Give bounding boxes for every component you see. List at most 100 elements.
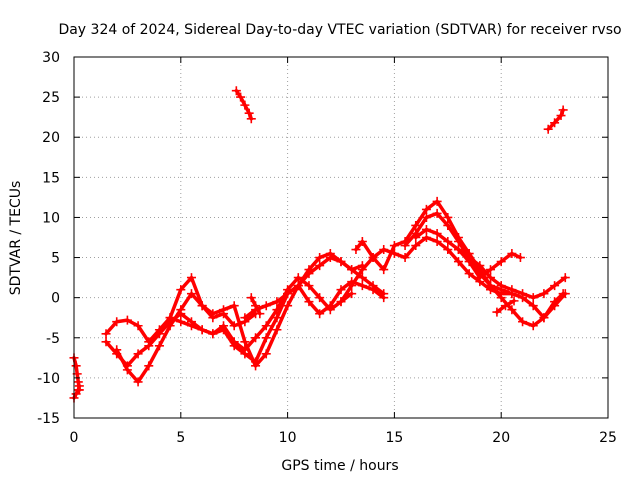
x-tick-label: 10 [279,430,297,446]
data-point [219,305,229,315]
data-point [400,253,410,263]
data-point [186,317,196,327]
data-point [71,361,81,371]
data-point [112,317,122,327]
axes: 0 5 10 15 20 25 -15 -10 -5 0 5 10 15 20 25 30 [37,50,617,446]
data-point [186,273,196,283]
data-point [261,321,271,331]
data-point [240,349,250,359]
data-point [255,309,265,319]
data-point [229,341,239,351]
y-tick-label: 0 [51,291,60,307]
data-point [325,253,335,263]
data-point [197,325,207,335]
data-point [112,345,122,355]
x-tick-label: 20 [492,430,510,446]
data-point [272,325,282,335]
data-point [411,220,421,230]
data-point [556,111,566,121]
data-point [496,293,506,303]
data-point [240,313,250,323]
data-point [443,237,453,247]
data-point [229,301,239,311]
data-point [336,297,346,307]
data-point [443,220,453,230]
data-point [453,245,463,255]
data-point [293,281,303,291]
series-track-9 [240,253,389,323]
data-point [304,297,314,307]
data-point [475,261,485,271]
data-point [550,118,560,128]
data-point [283,289,293,299]
data-point [336,257,346,267]
data-point [421,224,431,234]
data-point [357,265,367,275]
data-point [347,265,357,275]
data-point [486,281,496,291]
data-point [197,301,207,311]
data-point [400,241,410,251]
data-point [507,305,517,315]
data-point [240,100,250,110]
data-point [515,253,525,263]
data-point [208,309,218,319]
data-point [368,281,378,291]
data-point [357,281,367,291]
x-axis-title: GPS time / hours [281,458,398,474]
series-line [104,275,354,352]
data-point [492,307,502,317]
data-point [315,253,325,263]
y-tick-label: -10 [37,371,60,387]
data-point [336,285,346,295]
data-point [246,293,256,303]
data-point [165,321,175,331]
series-layer [69,86,570,403]
data-point [351,245,361,255]
data-point [486,265,496,275]
y-tick-label: 15 [42,170,60,186]
data-point [219,325,229,335]
x-tick-label: 25 [599,430,617,446]
data-point [144,341,154,351]
data-point [73,385,83,395]
data-point [165,313,175,323]
data-point [122,315,132,325]
y-tick-label: -5 [46,331,60,347]
data-point [539,289,549,299]
data-point [507,285,517,295]
data-point [208,329,218,339]
data-point [368,253,378,263]
data-point [283,301,293,311]
series-line [114,291,258,384]
data-point [464,269,474,279]
series-track-4 [543,105,568,134]
data-point [411,241,421,251]
x-tick-label: 0 [70,430,79,446]
y-tick-label: 5 [51,251,60,267]
data-point [421,212,431,222]
data-point [315,309,325,319]
data-point [475,273,485,283]
data-point [144,361,154,371]
data-point [133,349,143,359]
data-point [432,196,442,206]
data-point [496,257,506,267]
data-point [560,273,570,283]
data-point [528,301,538,311]
data-point [379,245,389,255]
series-track-16 [492,296,519,317]
data-point [432,237,442,247]
data-point [315,293,325,303]
y-tick-label: 30 [42,50,60,66]
data-point [315,261,325,271]
y-tick-label: -15 [37,411,60,427]
series-line [546,108,565,131]
x-tick-label: 5 [176,430,185,446]
data-point [539,313,549,323]
data-point [357,273,367,283]
data-point [101,337,111,347]
data-point [421,233,431,242]
